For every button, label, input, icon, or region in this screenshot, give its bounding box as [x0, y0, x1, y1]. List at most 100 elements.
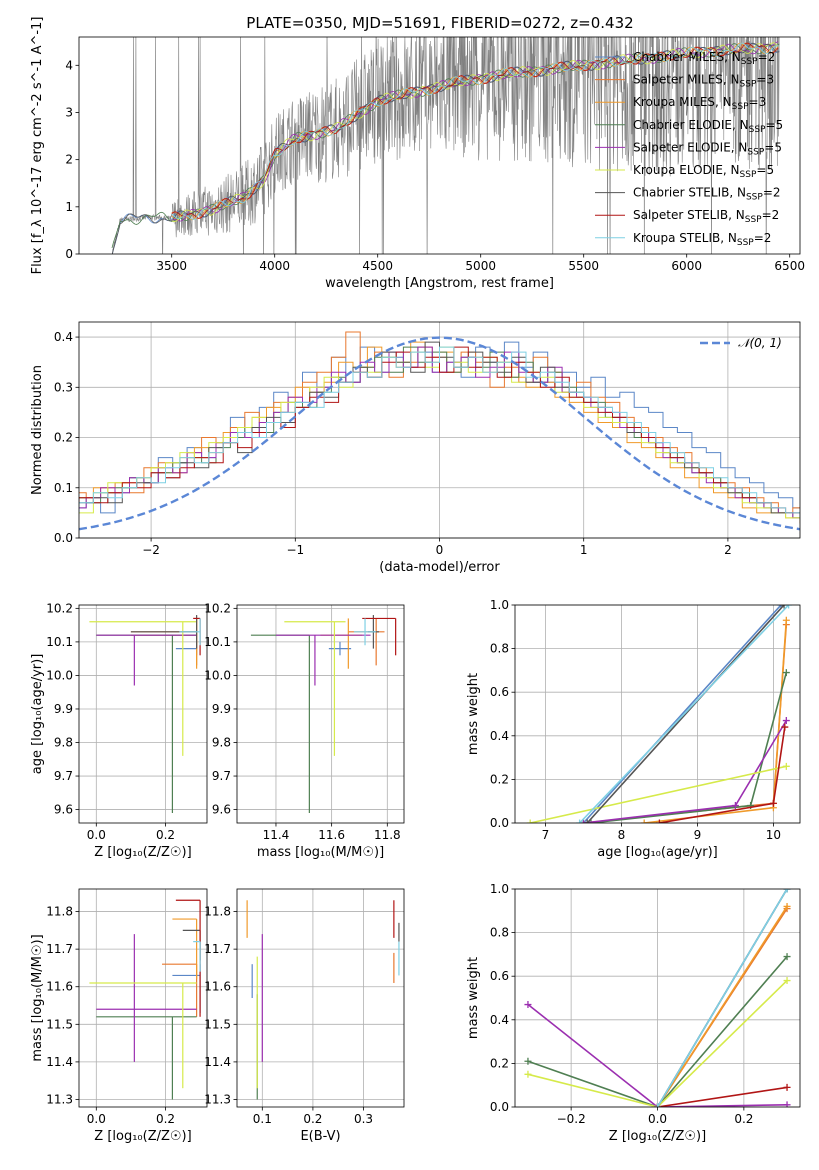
panel-2: −2 −1 0 1 2 0.0 0.1 0.2 0.3 0.4 (data-model)/error…: [30, 321, 801, 575]
data-point: [524, 1001, 532, 1009]
legend: Chabrier MILES, NSSP=2 Salpeter MILES, NS…: [595, 50, 783, 248]
plot-area: [111, 37, 780, 254]
errorbar-kroupa-miles: [320, 618, 363, 669]
y-tick-label: 10.2: [46, 601, 73, 615]
model-spectrum-chabrier-stelib: [111, 42, 780, 254]
legend-label: Chabrier STELIB, NSSP=2: [633, 186, 781, 203]
series-line: [527, 980, 788, 1107]
y-tick-label: 9.7: [54, 769, 73, 783]
data-point: [783, 1083, 791, 1091]
errorbar-chabrier-miles: [328, 641, 352, 656]
plot-area: [524, 889, 791, 1107]
x-axis-label: wavelength [Angstrom, rest frame]: [325, 276, 554, 291]
histogram-kroupa-stelib: [79, 346, 800, 519]
x-axis-label: E(B-V): [300, 1129, 340, 1144]
y-tick-label: 0.3: [54, 380, 73, 394]
errorbar-salpeter-stelib: [362, 617, 397, 656]
axes-frame: [78, 604, 208, 824]
plot-area: [246, 900, 400, 1100]
y-axis-label: mass [log₁₀(M/M☉)]: [30, 934, 45, 1061]
panel-8: −0.2 0.0 0.2 0.0 0.2 0.4 0.6 0.8 1.0 Z [log₁₀(Z/Z…: [466, 882, 801, 1144]
model-spectrum-salpeter-stelib: [171, 42, 779, 219]
x-tick-label: 0.0: [87, 828, 106, 842]
legend-label: 𝒩(0, 1): [738, 336, 782, 350]
y-tick-label: 9.6: [54, 803, 73, 817]
errorbar-kroupa-elodie: [284, 621, 346, 756]
y-tick-label: 9.7: [212, 769, 231, 783]
y-tick-label: 11.8: [46, 905, 73, 919]
data-point: [769, 799, 777, 807]
y-axis-label: Normed distribution: [30, 365, 45, 495]
histogram-salpeter-elodie: [79, 346, 800, 519]
y-tick-label: 11.3: [46, 1092, 73, 1106]
y-tick-label: 0.0: [54, 531, 73, 545]
legend-label: Kroupa STELIB, NSSP=2: [633, 231, 771, 248]
data-point: [782, 762, 790, 770]
errorbar-kroupa-miles: [172, 918, 198, 980]
data-point: [576, 819, 584, 823]
y-tick-label: 3: [65, 105, 73, 119]
series-line: [527, 956, 788, 1107]
data-point: [781, 723, 789, 731]
data-point: [583, 819, 591, 823]
y-tick-label: 11.5: [204, 1017, 231, 1031]
axes-frame: [236, 604, 405, 824]
x-tick-label: 2: [724, 543, 732, 557]
errorbar-salpeter-elodie: [275, 634, 371, 686]
x-tick-label: 5500: [568, 259, 599, 273]
x-axis-label: mass [log₁₀(M/M☉)]: [257, 845, 384, 860]
x-tick-label: 4500: [362, 259, 393, 273]
y-tick-label: 0: [65, 247, 73, 261]
figure-title: PLATE=0350, MJD=51691, FIBERID=0272, z=0…: [246, 14, 633, 32]
series-line: [586, 605, 785, 823]
x-tick-label: 0.2: [156, 1112, 175, 1126]
y-tick-label: 0.0: [490, 816, 509, 830]
x-tick-label: −1: [286, 543, 304, 557]
y-tick-label: 9.6: [212, 803, 231, 817]
x-tick-label: 0.0: [648, 1112, 667, 1126]
plot-area: [526, 605, 793, 823]
line-kroupa-stelib: [576, 605, 793, 823]
x-tick-label: −0.2: [557, 1112, 586, 1126]
y-tick-label: 1.0: [490, 882, 509, 896]
errorbar-chabrier-miles: [172, 964, 201, 1014]
gaussian-curve: [79, 336, 800, 531]
data-point: [654, 1103, 661, 1107]
data-point: [782, 717, 790, 725]
x-tick-label: 8: [618, 828, 626, 842]
y-tick-label: 0.6: [490, 685, 509, 699]
data-point: [780, 605, 788, 609]
line-salpeter-stelib: [655, 723, 789, 823]
plot-area: [89, 615, 201, 813]
y-tick-label: 10.1: [204, 635, 231, 649]
y-tick-label: 11.4: [46, 1055, 73, 1069]
y-axis-label: mass weight: [466, 957, 481, 1039]
y-tick-label: 11.7: [204, 942, 231, 956]
panel-6: 0.0 0.2 11.3 11.4 11.5 11.6 11.7 11.8 Z [log₁₀(Z…: [30, 888, 208, 1144]
plot-area: [89, 899, 201, 1100]
y-tick-label: 11.4: [204, 1055, 231, 1069]
panel-3: 0.0 0.2 9.6 9.7 9.8 9.9 10.0 10.1 10.2 Z [log₁₀(Z…: [30, 601, 208, 860]
x-tick-label: 0.1: [253, 1112, 272, 1126]
errorbar-kroupa-stelib: [353, 618, 377, 646]
axes-frame: [78, 36, 801, 255]
x-tick-label: 5000: [465, 259, 496, 273]
y-tick-label: 10.1: [46, 635, 73, 649]
errorbar-kroupa-elodie: [89, 982, 197, 1089]
errorbar-salpeter-elodie: [96, 934, 197, 1062]
y-tick-label: 10.0: [46, 668, 73, 682]
y-tick-label: 9.9: [212, 702, 231, 716]
x-axis-label: Z [log₁₀(Z/Z☉)]: [609, 1129, 706, 1144]
y-tick-label: 9.8: [212, 736, 231, 750]
plot-area: [250, 615, 397, 813]
data-point: [783, 902, 791, 910]
axes-frame: [236, 888, 405, 1108]
x-tick-label: −2: [142, 543, 160, 557]
x-tick-label: 0.2: [734, 1112, 753, 1126]
errorbar-chabrier-stelib: [182, 929, 201, 961]
legend-label: Chabrier MILES, NSSP=2: [633, 50, 775, 67]
x-axis-label: (data-model)/error: [379, 560, 500, 575]
x-tick-label: 1: [580, 543, 588, 557]
y-tick-label: 0.0: [490, 1100, 509, 1114]
